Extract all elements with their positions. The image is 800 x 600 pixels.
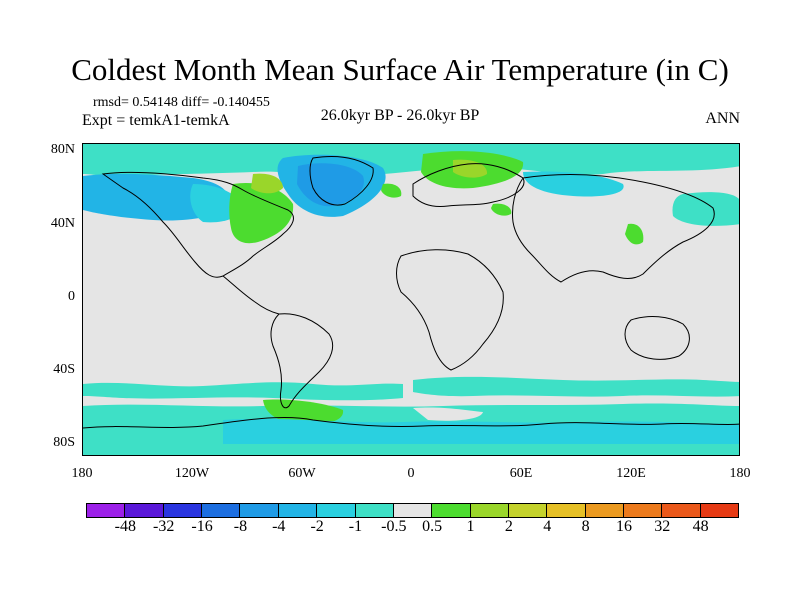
- colorbar-box: [162, 503, 203, 518]
- x-tick-120e: 120E: [616, 466, 646, 481]
- x-tick-180w: 180: [71, 466, 93, 481]
- colorbar-label: 1: [466, 518, 475, 535]
- colorbar-box: [392, 503, 433, 518]
- asia-coast: [512, 174, 715, 283]
- africa-coast: [396, 249, 504, 371]
- colorbar-label: -48: [114, 518, 136, 535]
- y-tick-40n: 40N: [50, 216, 75, 231]
- baltic-green: [491, 203, 512, 216]
- colorbar-label: 48: [692, 518, 709, 535]
- colorbar-label: 32: [654, 518, 671, 535]
- colorbar-label: -32: [153, 518, 175, 535]
- north-atlantic-green: [381, 183, 402, 198]
- colorbar-box: [124, 503, 164, 518]
- world-map: [83, 144, 739, 455]
- south-america-coast: [270, 313, 334, 409]
- map-plot-area: [82, 143, 740, 456]
- colorbar-box: [86, 503, 126, 518]
- greenland-core-blue: [297, 163, 364, 207]
- warm-anomaly-fields: [229, 151, 644, 245]
- y-tick-0: 0: [68, 289, 75, 304]
- chart-title: Coldest Month Mean Surface Air Temperatu…: [71, 52, 729, 87]
- x-tick-0: 0: [407, 466, 415, 481]
- colorbar-box: [201, 503, 241, 518]
- colorbar-label: -0.5: [381, 518, 407, 535]
- colorbar-box: [239, 503, 279, 518]
- antarctic-inland-cyan: [223, 418, 739, 444]
- x-tick-180e: 180: [729, 466, 751, 481]
- x-tick-60e: 60E: [509, 466, 533, 481]
- x-tick-60w: 60W: [288, 466, 316, 481]
- colorbar-box: [507, 503, 548, 518]
- colorbar: [86, 503, 740, 518]
- colorbar-label: -1: [348, 518, 363, 535]
- antarctic-gap: [413, 407, 483, 421]
- colorbar-box: [277, 503, 318, 518]
- north-america-green: [229, 182, 294, 244]
- australia-coast: [624, 316, 690, 360]
- y-tick-80s: 80S: [53, 435, 75, 450]
- japan-green: [625, 223, 644, 245]
- east-asia-cyan: [672, 192, 739, 226]
- colorbar-label: 16: [615, 518, 632, 535]
- southern-anomaly-fields: [83, 376, 739, 455]
- colorbar-box: [354, 503, 394, 518]
- colorbar-label: 2: [504, 518, 513, 535]
- colorbar-box: [431, 503, 471, 518]
- colorbar-label: -16: [191, 518, 213, 535]
- colorbar-box: [623, 503, 663, 518]
- colorbar-label: 8: [581, 518, 590, 535]
- colorbar-box: [699, 503, 740, 518]
- experiment-line: Expt = temkA1-temkA: [82, 112, 230, 129]
- period-label: 26.0kyr BP - 26.0kyr BP: [320, 107, 480, 124]
- colorbar-box: [661, 503, 701, 518]
- canada-green: [251, 173, 283, 194]
- colorbar-label: 0.5: [422, 518, 443, 535]
- colorbar-box: [469, 503, 509, 518]
- colorbar-box: [546, 503, 586, 518]
- x-tick-120w: 120W: [174, 466, 210, 481]
- arctic-anomaly-fields: [83, 144, 739, 226]
- colorbar-label: -2: [310, 518, 324, 535]
- siberia-cyan: [523, 171, 624, 197]
- colorbar-box: [584, 503, 625, 518]
- antarctica-coast: [83, 417, 739, 429]
- season-label: ANN: [705, 110, 740, 127]
- central-america-coast: [222, 275, 280, 315]
- colorbar-label: 4: [543, 518, 552, 535]
- southern-ocean-band-2: [413, 376, 739, 397]
- y-tick-80n: 80N: [50, 142, 75, 157]
- north-america-coast: [101, 171, 294, 278]
- colorbar-box: [316, 503, 356, 518]
- arctic-band: [83, 144, 739, 177]
- colorbar-label: -4: [272, 518, 286, 535]
- stats-line: rmsd= 0.54148 diff= -0.140455: [93, 95, 270, 110]
- colorbar-label: -8: [233, 518, 248, 535]
- y-tick-40s: 40S: [53, 362, 75, 377]
- coastlines: [83, 155, 739, 429]
- southern-ocean-band-1: [83, 382, 403, 401]
- greenland-coast: [309, 155, 374, 206]
